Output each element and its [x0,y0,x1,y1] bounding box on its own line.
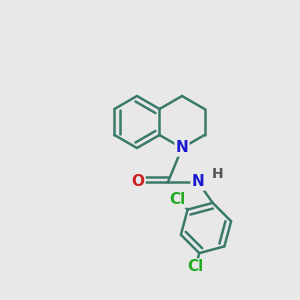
Text: Cl: Cl [169,192,186,207]
Text: Cl: Cl [188,260,204,274]
Text: H: H [212,167,224,181]
Text: O: O [131,175,145,190]
Text: N: N [192,175,204,190]
Text: N: N [176,140,188,155]
